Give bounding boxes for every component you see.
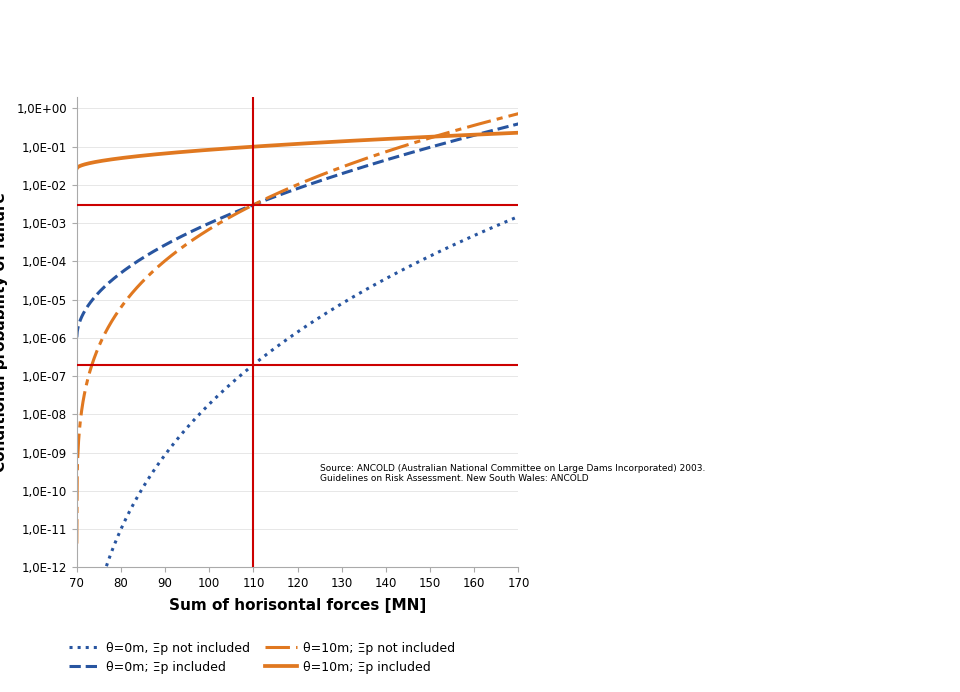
X-axis label: Sum of horisontal forces [MN]: Sum of horisontal forces [MN]	[169, 599, 426, 614]
θ=0m; Ξp included	[416, 145, 427, 154]
Text: Source: ANCOLD (Australian National Committee on Large Dams Incorporated) 2003.
: Source: ANCOLD (Australian National Comm…	[320, 464, 705, 483]
Line: θ=0m, Ξp not included: θ=0m, Ξp not included	[77, 217, 518, 692]
Line: θ=10m; Ξp not included: θ=10m; Ξp not included	[77, 113, 518, 543]
θ=10m; Ξp not included	[416, 136, 427, 145]
θ=0m; Ξp included	[423, 143, 435, 152]
θ=10m; Ξp not included	[423, 134, 435, 143]
θ=10m; Ξp not included	[266, 192, 277, 201]
θ=10m; Ξp not included	[116, 302, 128, 310]
θ=10m; Ξp included	[374, 135, 386, 143]
θ=0m, Ξp not included	[116, 523, 128, 531]
θ=0m, Ξp not included	[250, 359, 261, 367]
θ=0m; Ξp included	[513, 120, 524, 128]
θ=0m; Ξp included	[374, 158, 386, 166]
θ=10m; Ξp included	[266, 141, 277, 149]
θ=0m, Ξp not included	[513, 212, 524, 221]
θ=10m; Ξp included	[423, 133, 435, 141]
θ=10m; Ξp not included	[250, 200, 261, 208]
Y-axis label: Conditional probability of failure: Conditional probability of failure	[0, 192, 8, 472]
θ=10m; Ξp not included	[513, 109, 524, 118]
θ=0m; Ξp included	[71, 333, 83, 341]
θ=0m, Ξp not included	[416, 256, 427, 264]
θ=0m; Ξp included	[116, 268, 128, 276]
θ=10m; Ξp included	[416, 133, 427, 141]
θ=10m; Ξp included	[71, 164, 83, 172]
θ=0m, Ξp not included	[266, 347, 277, 355]
θ=0m; Ξp included	[266, 194, 277, 202]
θ=10m; Ξp not included	[374, 149, 386, 158]
θ=0m; Ξp included	[250, 200, 261, 208]
θ=10m; Ξp included	[116, 154, 128, 162]
θ=10m; Ξp included	[513, 129, 524, 137]
θ=10m; Ξp included	[250, 143, 261, 151]
θ=10m; Ξp not included	[71, 539, 83, 547]
Line: θ=0m; Ξp included: θ=0m; Ξp included	[77, 124, 518, 337]
θ=0m, Ξp not included	[374, 277, 386, 286]
Legend: θ=0m, Ξp not included, θ=0m; Ξp included, θ=10m; Ξp not included, θ=10m; Ξp incl: θ=0m, Ξp not included, θ=0m; Ξp included…	[64, 637, 460, 679]
Line: θ=10m; Ξp included: θ=10m; Ξp included	[77, 133, 518, 168]
θ=0m, Ξp not included	[423, 253, 435, 261]
